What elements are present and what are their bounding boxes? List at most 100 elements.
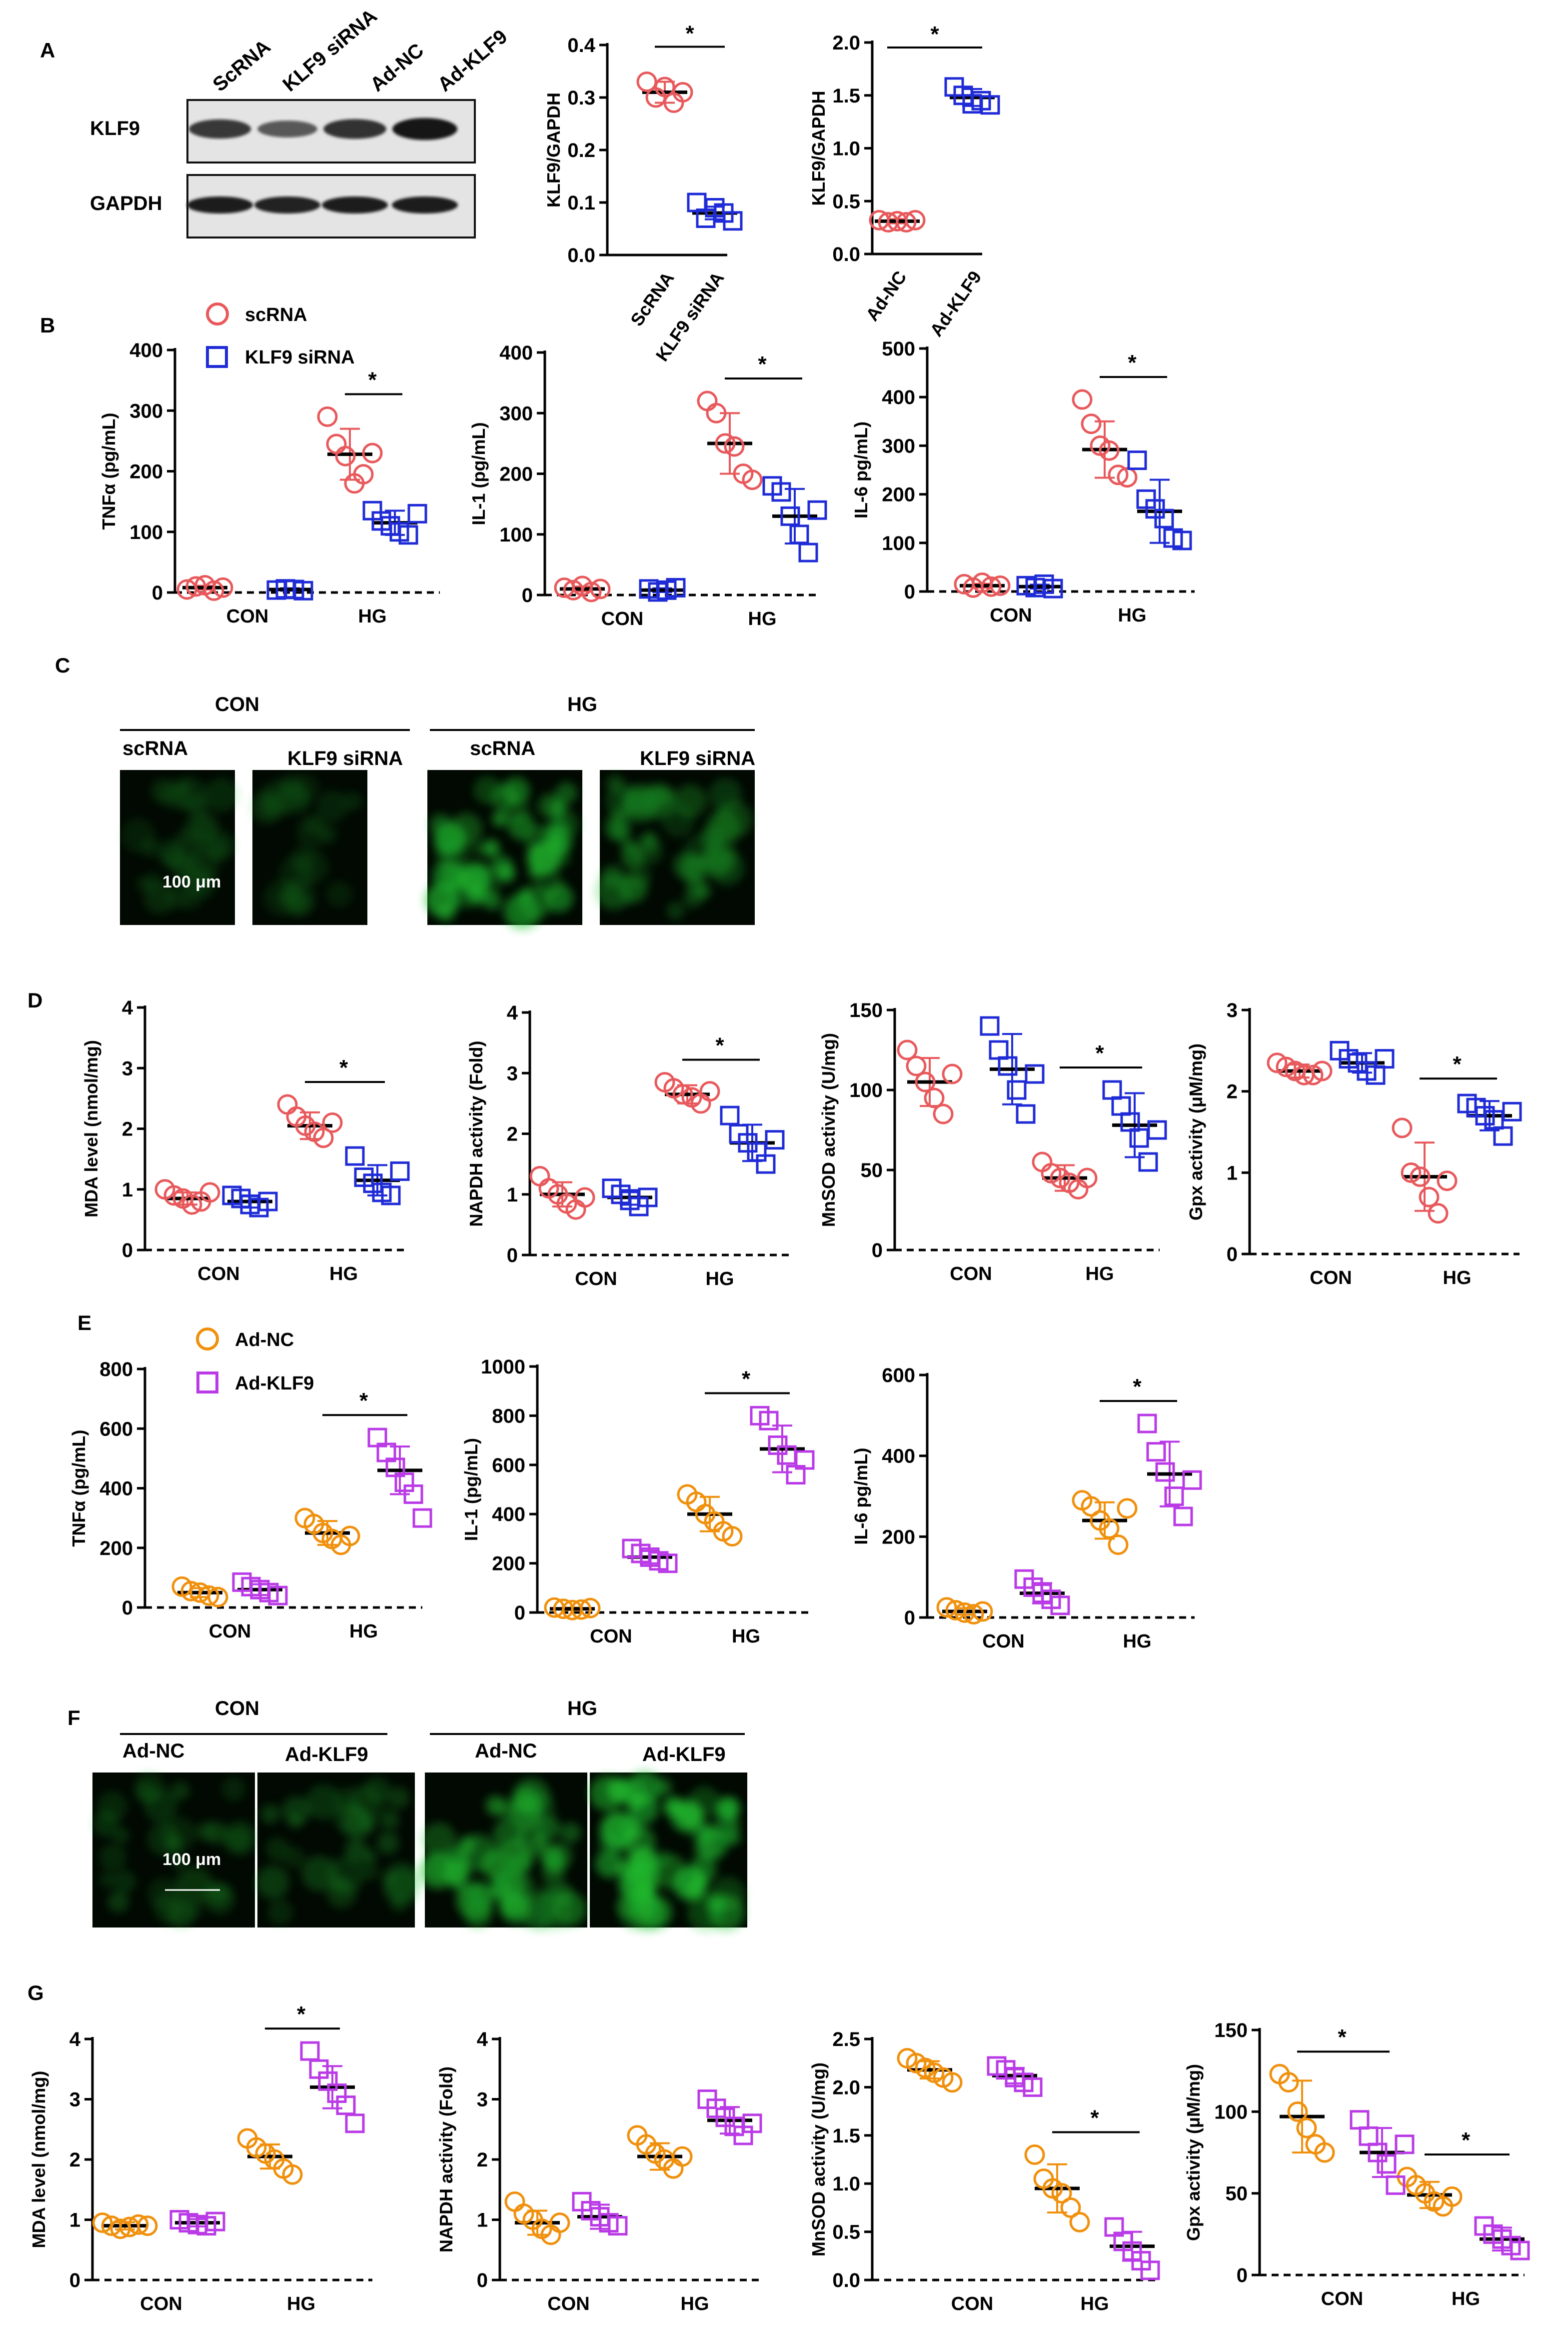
cell	[325, 880, 353, 908]
cell	[693, 1836, 716, 1860]
data-point	[1287, 2101, 1308, 2122]
y-tick-label: 400	[882, 386, 915, 408]
x-group-label: CON	[209, 1621, 251, 1642]
cell	[331, 1876, 349, 1895]
data-point	[1016, 1104, 1036, 1124]
data-point	[636, 72, 657, 92]
y-tick-label: 1	[122, 1179, 133, 1201]
data-point	[989, 1040, 1009, 1060]
data-point	[282, 2164, 303, 2185]
data-point	[1419, 1186, 1440, 1208]
blot-lane-label: ScRNA	[209, 36, 275, 96]
data-point	[1099, 440, 1120, 461]
cell	[622, 1826, 656, 1859]
y-axis-label: IL-1 (pg/mL)	[461, 1438, 481, 1541]
data-point	[672, 2146, 693, 2167]
panel-label-b: B	[40, 314, 55, 337]
data-point	[580, 1598, 601, 1618]
cell	[595, 1850, 624, 1878]
cell	[432, 859, 466, 893]
data-point	[1111, 1096, 1131, 1116]
data-point	[1023, 2077, 1043, 2097]
blot-band	[254, 196, 320, 214]
cell	[543, 1852, 566, 1875]
cell	[255, 1866, 289, 1900]
y-axis-label: Gpx activity (μM/mg)	[1186, 1044, 1206, 1220]
data-point	[1117, 1498, 1138, 1519]
data-point	[666, 578, 686, 598]
y-tick-label: 0.5	[832, 190, 860, 212]
x-group-label: HG	[349, 1621, 378, 1642]
y-tick-label: 1.0	[832, 2173, 860, 2195]
data-point	[608, 2216, 628, 2236]
cell	[512, 1778, 550, 1816]
western-blot: ScRNA KLF9 siRNA Ad-NC Ad-KLF9 KLF9 GAPD…	[90, 5, 511, 238]
blot-lane-label: Ad-KLF9	[434, 26, 512, 96]
cell	[263, 880, 300, 916]
cell	[204, 778, 239, 812]
y-tick-label: 2.0	[832, 2076, 860, 2098]
chart-g4: 0 50 100 150 Gpx activity (μM/mg) CON HG * *	[1183, 2020, 1530, 2310]
x-tick-label: Ad-KLF9	[926, 267, 986, 340]
data-point	[933, 1104, 954, 1124]
significance-label: *	[1338, 2025, 1347, 2050]
panel-label-d: D	[27, 988, 42, 1012]
cell	[621, 838, 636, 853]
data-point	[1375, 1049, 1395, 1069]
cell	[673, 851, 702, 880]
y-tick-label: 200	[882, 1526, 915, 1548]
cell	[222, 1820, 258, 1856]
blot-row-label: GAPDH	[90, 192, 162, 214]
cell	[361, 1862, 380, 1881]
data-point	[672, 82, 693, 102]
y-tick-label: 0	[904, 581, 915, 603]
y-tick-label: 0.3	[567, 87, 595, 109]
cell	[204, 830, 235, 861]
y-tick-label: 2	[1227, 1081, 1238, 1103]
y-axis-label: TNFα (pg/mL)	[98, 412, 119, 530]
cell	[376, 1832, 399, 1854]
cell	[387, 1786, 410, 1809]
chart-a2: 0.0 0.5 1.0 1.5 2.0 KLF9/GAPDH Ad-NC Ad-KLF9 *	[808, 22, 1000, 340]
data-point	[807, 500, 827, 520]
data-point	[1296, 2118, 1317, 2138]
y-axis-label: IL-6 pg/mL)	[851, 1448, 871, 1545]
data-point	[205, 2212, 225, 2232]
chart-g2: 0 1 2 3 4 NAPDH activity (Fold) CON HG	[436, 2028, 762, 2314]
cell	[185, 1901, 203, 1919]
y-tick-label: 4	[477, 2028, 488, 2050]
y-tick-label: 2.0	[832, 32, 860, 54]
cell	[267, 1899, 293, 1926]
y-tick-label: 2	[122, 1118, 133, 1140]
data-point	[742, 2114, 762, 2134]
data-point	[980, 95, 1000, 115]
y-tick-label: 3	[507, 1062, 518, 1084]
y-tick-label: 0.0	[567, 244, 595, 266]
cell	[726, 1817, 740, 1832]
data-point	[1392, 1118, 1413, 1138]
blot-lane-label: Ad-NC	[366, 39, 428, 96]
y-tick-label: 1	[1227, 1162, 1238, 1184]
data-point	[574, 1187, 595, 1208]
data-point	[353, 464, 374, 485]
data-point	[1024, 2144, 1045, 2165]
significance-label: *	[930, 22, 939, 46]
legend-label: scRNA	[245, 304, 307, 326]
y-tick-label: 0	[514, 1602, 525, 1624]
x-group-label: HG	[1118, 605, 1147, 626]
data-point	[1312, 1060, 1333, 1082]
significance-label: *	[339, 1056, 348, 1080]
cell	[482, 1846, 516, 1880]
chart-g1: 0 1 2 3 4 MDA level (nmol/mg) CON HG *	[28, 2002, 372, 2314]
data-point	[723, 211, 743, 231]
y-tick-label: 0	[904, 1607, 915, 1629]
cell	[141, 838, 161, 858]
data-point	[207, 1586, 228, 1608]
panel-label-g: G	[27, 1981, 44, 2004]
cell	[716, 1796, 740, 1820]
y-axis-label: MDA level (nmol/mg)	[28, 2071, 49, 2248]
y-tick-label: 200	[99, 1538, 133, 1560]
cell	[503, 796, 530, 822]
y-tick-label: 0	[152, 582, 163, 604]
y-tick-label: 0	[872, 1240, 883, 1262]
